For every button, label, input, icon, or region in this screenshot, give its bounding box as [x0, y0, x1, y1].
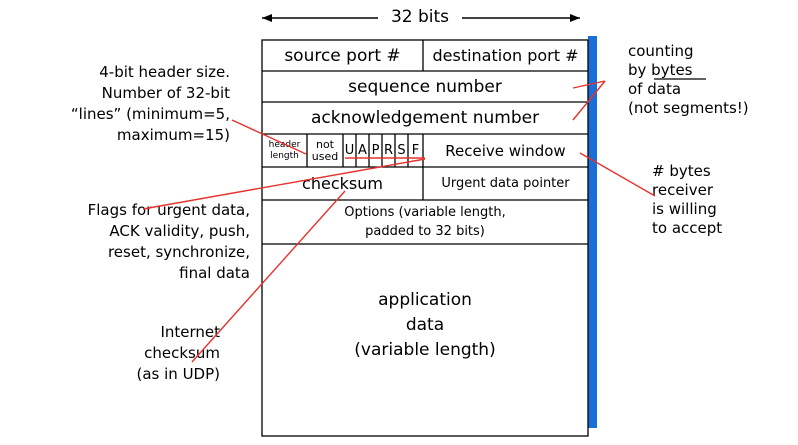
receiver-bytes-line-1: # bytes — [652, 162, 711, 180]
width-label: 32 bits — [390, 7, 450, 27]
flag-p: P — [371, 143, 380, 158]
app-data-line-1: application — [378, 289, 472, 310]
source-port-field: source port # — [284, 45, 401, 66]
destination-port-field: destination port # — [432, 46, 579, 65]
not-used-line-2: used — [311, 149, 339, 163]
receiver-bytes-line-3: is willing — [652, 200, 717, 218]
flag-f: F — [411, 143, 420, 158]
annotation-counting: counting by bytes of data (not segments!… — [628, 42, 749, 118]
urgent-pointer-field: Urgent data pointer — [441, 176, 570, 191]
annotation-flags: Flags for urgent data, ACK validity, pus… — [88, 200, 250, 284]
acknowledgement-number-field: acknowledgement number — [310, 108, 540, 128]
options-line-2: padded to 32 bits) — [365, 224, 485, 239]
header-size-line-2: Number of 32-bit — [101, 84, 230, 102]
flag-s: S — [397, 143, 406, 158]
application-data-field: application data (variable length) — [262, 280, 588, 370]
flags-line-4: final data — [179, 264, 250, 282]
app-data-line-2: data — [405, 314, 445, 335]
annotation-internet-checksum: Internet checksum (as in UDP) — [137, 322, 221, 385]
header-size-line-4: maximum=15) — [116, 126, 230, 144]
counting-line-3: of data — [628, 80, 682, 98]
pointer-checksum — [191, 190, 346, 363]
pointer-flags — [142, 158, 426, 210]
counting-line-4: (not segments!) — [628, 99, 749, 117]
flags-line-2: ACK validity, push, — [109, 222, 250, 240]
not-used-field: not used — [307, 134, 343, 167]
app-data-line-3: (variable length) — [354, 339, 496, 360]
header-length-line-2: length — [270, 150, 299, 161]
internet-checksum-line-3: (as in UDP) — [136, 365, 221, 383]
flag-u: U — [344, 143, 355, 158]
receiver-bytes-line-2: receiver — [652, 181, 713, 199]
flag-r: R — [383, 143, 394, 158]
pointer-counting-ack — [572, 80, 606, 121]
header-size-line-3: “lines” (minimum=5, — [70, 105, 230, 123]
not-used-line-1: not — [315, 137, 334, 151]
annotation-receiver-bytes: # bytes receiver is willing to accept — [652, 162, 722, 238]
receiver-bytes-line-4: to accept — [652, 219, 723, 237]
pointer-counting-sequence — [572, 80, 606, 89]
segment-shadow-right — [588, 36, 597, 428]
internet-checksum-line-2: checksum — [144, 344, 220, 362]
width-arrows — [262, 14, 580, 22]
annotation-header-size: 4-bit header size. Number of 32-bit “lin… — [71, 62, 230, 146]
flags-line-3: reset, synchronize, — [107, 243, 250, 261]
internet-checksum-line-1: Internet — [160, 323, 220, 341]
options-field: Options (variable length, padded to 32 b… — [262, 200, 588, 244]
receive-window-field: Receive window — [445, 141, 566, 160]
header-size-line-1: 4-bit header size. — [99, 63, 230, 81]
checksum-field: checksum — [302, 174, 383, 193]
flags-line-1: Flags for urgent data, — [87, 201, 250, 219]
counting-line-2: by bytes — [628, 61, 693, 79]
sequence-number-field: sequence number — [348, 76, 502, 97]
pointer-receive-window — [579, 152, 656, 197]
options-line-1: Options (variable length, — [344, 205, 506, 220]
pointer-header-size — [231, 119, 307, 155]
flag-a: A — [358, 143, 367, 158]
counting-line-1: counting — [628, 42, 694, 60]
